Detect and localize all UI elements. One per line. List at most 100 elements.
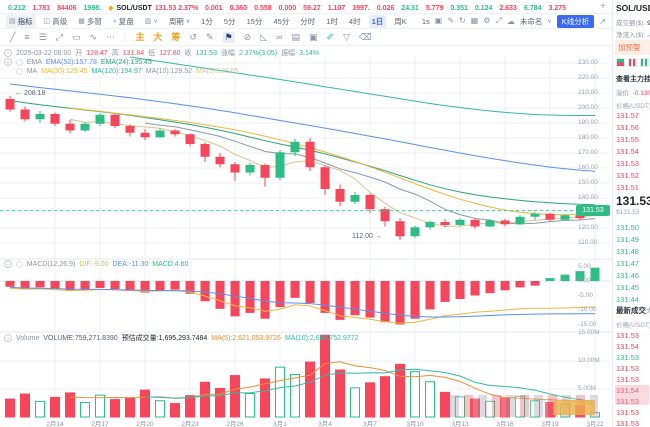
view-main-orders-link[interactable]: 查看主力挂单	[616, 76, 650, 83]
period-button-5分[interactable]: 5分	[223, 16, 236, 26]
ticker-value[interactable]: 24.31	[401, 5, 419, 12]
order-book-row[interactable]: 131.48	[616, 247, 639, 256]
ticker-value[interactable]: 0.212	[8, 5, 26, 12]
ticker-value[interactable]: 0.026	[376, 5, 395, 12]
order-book-row[interactable]: 131.54	[616, 147, 639, 156]
ticker-value[interactable]: 0.001	[205, 5, 223, 12]
rectangle-tool-icon[interactable]: ▭	[71, 31, 81, 42]
ticker-value[interactable]: 0.351	[450, 5, 468, 12]
refresh-icon[interactable]: ↻	[459, 16, 466, 25]
binoculars-icon[interactable]: ∞	[276, 31, 283, 42]
undo-icon[interactable]: ↺	[189, 31, 197, 42]
ticker-value[interactable]: 59.27	[303, 5, 321, 12]
order-book-row[interactable]: 131.45	[616, 283, 639, 292]
period-button-1时[interactable]: 1时	[326, 16, 338, 26]
period-button-15分[interactable]: 15分	[246, 16, 263, 26]
filter-icon[interactable]: ▽	[343, 31, 350, 42]
trade-row[interactable]: 131.53	[616, 375, 639, 384]
visibility-icon[interactable]: ◯	[16, 59, 23, 66]
kline-analysis-button[interactable]: K线分析	[556, 14, 595, 28]
order-book-row[interactable]: 131.46	[616, 271, 639, 280]
order-book-row[interactable]: 131.57	[616, 111, 639, 120]
ticker-value[interactable]: 0.124	[474, 5, 493, 12]
toolbar-button-指标[interactable]: ▤ 指标	[6, 14, 36, 28]
trade-row[interactable]: 131.53	[616, 419, 639, 427]
fullscreen-icon[interactable]: ⤢	[495, 16, 502, 25]
order-book-row[interactable]: 131.55	[616, 135, 639, 144]
order-book-row[interactable]: 131.50	[616, 223, 639, 232]
edit-icon[interactable]: ✎	[205, 31, 214, 42]
collapse-icon[interactable]: ⌄	[4, 260, 12, 268]
ticker-value[interactable]: 1.107	[327, 5, 346, 12]
ticker-value[interactable]: 0.558	[254, 5, 272, 12]
period-button-1日[interactable]: 1日	[368, 14, 387, 28]
toolbar-button-chart-type[interactable]: ▥ ∨	[142, 16, 161, 26]
color-pencil-icon[interactable]: ✐	[326, 31, 335, 42]
parallel-lines-icon[interactable]: ≡	[24, 31, 30, 42]
main-force-button[interactable]: 主	[135, 31, 145, 42]
cross-tool-icon[interactable]: ⤢	[55, 31, 63, 42]
period-button-周K[interactable]: 周K	[394, 16, 407, 26]
add-alert-button[interactable]: 加预警	[615, 40, 650, 55]
add-ticker-button[interactable]: +	[600, 1, 606, 12]
order-book-row[interactable]: 131.49	[616, 235, 639, 244]
toolbar-button-高级[interactable]: ◫ 高级	[41, 15, 71, 28]
trade-row[interactable]: 131.53	[616, 397, 639, 406]
ticker-value[interactable]: 3.275	[548, 5, 567, 12]
edit-icon[interactable]: ✎	[447, 16, 455, 25]
toolbar-button-多窗[interactable]: ▦ 多窗	[75, 15, 105, 28]
camera-icon[interactable]: ▣	[434, 16, 443, 25]
gear-icon[interactable]: ⚙	[483, 16, 491, 25]
trade-row[interactable]: 131.53	[616, 364, 639, 373]
period-button-45分[interactable]: 45分	[273, 16, 290, 26]
period-button-1分[interactable]: 1分	[201, 16, 213, 26]
big-order-button[interactable]: 大	[153, 31, 163, 42]
more-tools-icon[interactable]: ⋯	[106, 31, 116, 42]
ticker-value[interactable]: 0.000	[278, 5, 297, 12]
orderbook-view-icon-3[interactable]	[640, 58, 649, 67]
period-button-4时[interactable]: 4时	[348, 16, 361, 26]
order-book-row[interactable]: 131.53	[616, 159, 639, 168]
selected-pair-ticker[interactable]: ◆ SOL/USDT 131.53 2.37%	[108, 4, 198, 12]
trade-row[interactable]: 131.53	[616, 331, 639, 340]
ruler-icon[interactable]: ◺	[260, 31, 268, 42]
trade-row[interactable]: 131.54	[616, 386, 639, 395]
trade-row[interactable]: 131.53	[616, 353, 639, 362]
eraser-icon[interactable]: ⊘	[243, 31, 252, 42]
layout-icon[interactable]: ▦	[470, 16, 479, 25]
toolbar-button-复盘[interactable]: «复盘	[110, 15, 137, 28]
order-book-row[interactable]: 131.52	[616, 171, 639, 180]
resolution-label[interactable]: 1s	[421, 16, 430, 26]
ticker-value[interactable]: 5.779	[425, 5, 444, 12]
ticker-value[interactable]: 1998.	[83, 5, 102, 12]
order-book-row[interactable]: 131.56	[616, 123, 639, 132]
orderbook-view-icon-1[interactable]	[616, 58, 625, 67]
frame-icon[interactable]: ▣	[309, 31, 318, 42]
ticker-value[interactable]: 1.781	[32, 5, 51, 12]
orderbook-view-icon-2[interactable]	[628, 58, 637, 67]
share-icon[interactable]: ↗	[599, 16, 606, 26]
ticker-value[interactable]: 84406	[57, 5, 77, 12]
visibility-icon[interactable]: ◯	[16, 261, 23, 268]
collapse-icon[interactable]: ⌄	[4, 334, 12, 342]
ticker-value[interactable]: 6.784	[523, 5, 542, 12]
ticker-value[interactable]: 2.633	[499, 5, 517, 12]
chart-canvas[interactable]: ⌄ 2025-03-22 08:00 开 128.47 高 131.84 低 127.80 收 1…	[0, 46, 612, 427]
collapse-icon[interactable]: ⌄	[4, 49, 12, 57]
clipboard-icon[interactable]: ▤	[291, 31, 300, 42]
chips-button[interactable]: 筹	[171, 31, 181, 42]
ticker-value[interactable]: 0.360	[229, 5, 248, 12]
large-trades-filter[interactable]: 大	[646, 305, 650, 316]
flag-tool-icon[interactable]: ⚑	[222, 31, 235, 43]
kline-chart-svg[interactable]	[0, 46, 612, 427]
delete-icon[interactable]: ⌫	[358, 31, 372, 42]
visibility-icon[interactable]: ◯	[16, 69, 23, 75]
toolbar-button-周期[interactable]: 周期 ∨	[166, 15, 193, 28]
trade-row[interactable]: 131.53	[616, 408, 639, 417]
ticker-value[interactable]: 1997.	[352, 5, 370, 12]
trend-line-icon[interactable]: ╱	[10, 31, 16, 42]
collapse-icon[interactable]: ⌄	[4, 58, 12, 66]
order-book-row[interactable]: 131.47	[616, 259, 639, 268]
order-book-row[interactable]: 131.44	[616, 295, 639, 304]
trade-row[interactable]: 131.54	[616, 342, 639, 351]
